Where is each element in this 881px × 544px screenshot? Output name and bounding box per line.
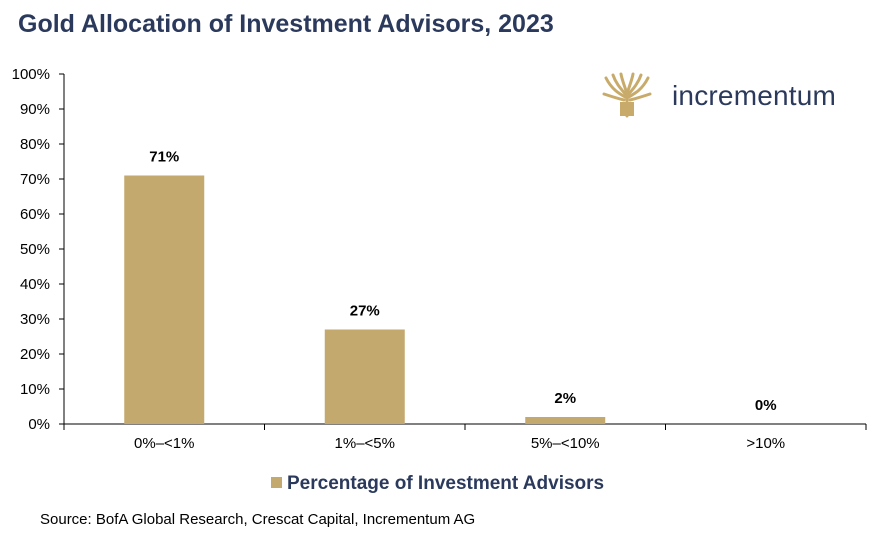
bar xyxy=(525,417,606,424)
y-tick-label: 90% xyxy=(20,101,50,118)
y-tick-label: 10% xyxy=(20,381,50,398)
y-tick-label: 100% xyxy=(12,66,50,83)
source-note: Source: BofA Global Research, Crescat Ca… xyxy=(40,511,476,528)
y-tick-label: 70% xyxy=(20,171,50,188)
data-label: 2% xyxy=(554,390,576,407)
bar xyxy=(324,329,405,424)
y-tick-label: 40% xyxy=(20,276,50,293)
legend-swatch xyxy=(271,477,282,488)
data-label: 71% xyxy=(149,149,179,166)
x-tick-label: 1%–<5% xyxy=(335,435,395,452)
y-tick-label: 30% xyxy=(20,311,50,328)
y-tick-label: 0% xyxy=(28,416,50,433)
chart-title: Gold Allocation of Investment Advisors, … xyxy=(18,10,554,38)
x-tick-label: 5%–<10% xyxy=(531,435,600,452)
data-label: 0% xyxy=(755,397,777,414)
x-tick-label: >10% xyxy=(746,435,785,452)
y-tick-label: 20% xyxy=(20,346,50,363)
x-tick-label: 0%–<1% xyxy=(134,435,194,452)
y-tick-label: 60% xyxy=(20,206,50,223)
data-label: 27% xyxy=(350,303,380,320)
y-tick-label: 50% xyxy=(20,241,50,258)
bar xyxy=(124,175,205,424)
tree-icon xyxy=(602,72,652,118)
brand-logo-text: incrementum xyxy=(672,80,837,111)
legend-label: Percentage of Investment Advisors xyxy=(287,473,604,494)
y-tick-label: 80% xyxy=(20,136,50,153)
